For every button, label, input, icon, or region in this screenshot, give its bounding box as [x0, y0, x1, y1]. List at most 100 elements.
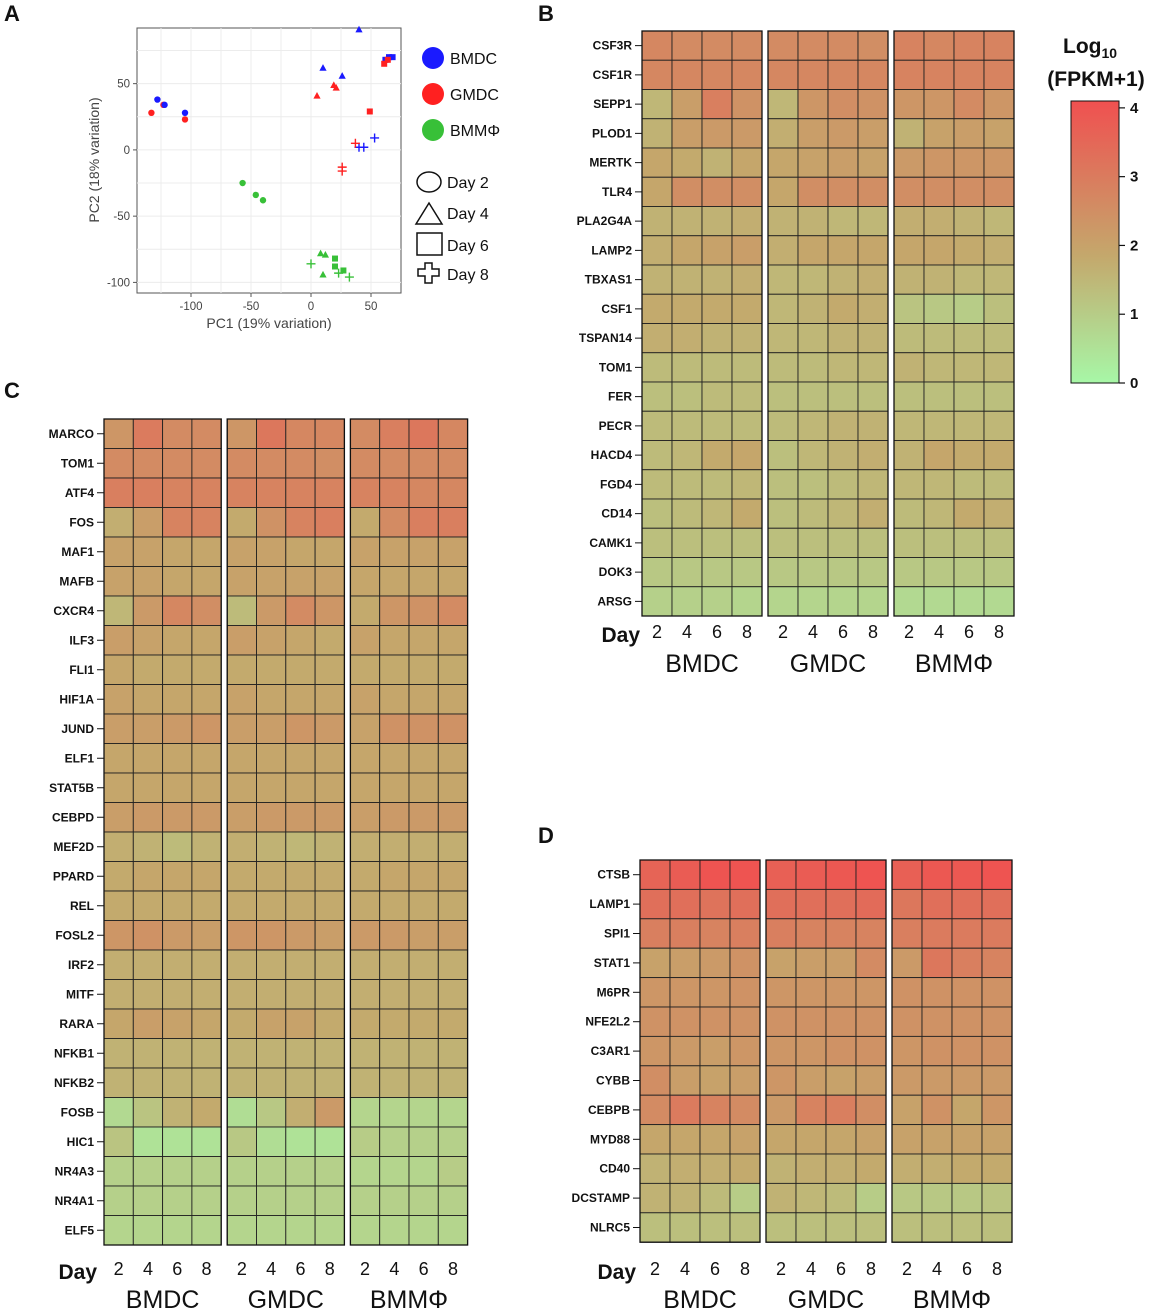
pca-x-axis-label: PC1 (19% variation) [206, 315, 331, 331]
heatmap-cell [191, 1097, 222, 1128]
legend-day8-label: Day 8 [447, 267, 489, 284]
heatmap-cell [765, 859, 797, 890]
heatmap-cell [162, 1215, 193, 1246]
pca-tick-labels: -100 -50 0 50 50 0 -50 -100 [107, 79, 377, 313]
heatmap-cell [921, 1035, 953, 1067]
gene-label-m6pr: M6PR [597, 985, 631, 999]
heatmap-cell [132, 684, 164, 715]
heatmap-cell [285, 861, 316, 892]
heatmap-cell [349, 1156, 381, 1187]
heatmap-cell [285, 1185, 316, 1216]
pca-point-bmdc-day2 [161, 101, 168, 109]
heatmap-cell [103, 1215, 134, 1246]
heatmap-cell [857, 381, 889, 412]
heatmap-cell [731, 206, 763, 237]
pca-point-gmdc-day6 [381, 60, 388, 67]
heatmap-cell [349, 1067, 381, 1098]
heatmap-cell [671, 410, 703, 441]
heatmap-cell [701, 59, 733, 90]
heatmap-cell [699, 859, 731, 890]
heatmap-cell [855, 1124, 887, 1155]
legend-day4-shape [414, 201, 444, 225]
heatmap-cell [132, 772, 164, 803]
pca-point-gmdc-day2 [148, 109, 155, 117]
heatmap-cell [408, 831, 439, 862]
day-tick-label: 2 [778, 622, 788, 642]
heatmap-cell [951, 859, 983, 890]
heatmap-cell [103, 1097, 134, 1128]
heatmap-cell [191, 625, 222, 656]
heatmap-cell [767, 410, 799, 441]
heatmap-cell [226, 536, 257, 567]
gene-label-ctsb: CTSB [597, 868, 630, 882]
heatmap-cell [256, 448, 287, 479]
heatmap-cell [923, 206, 955, 237]
heatmap-cell [795, 1094, 827, 1126]
heatmap-cell [379, 802, 410, 833]
heatmap-cell [731, 557, 763, 588]
gene-label-myd88: MYD88 [590, 1132, 630, 1146]
heatmap-cell [923, 30, 955, 61]
heatmap-cell [891, 977, 923, 1008]
heatmap-cell [103, 831, 134, 862]
heatmap-cell [285, 772, 316, 803]
heatmap-cell [921, 1153, 953, 1184]
gene-label-lamp2: LAMP2 [591, 243, 632, 257]
heatmap-cell [857, 323, 889, 354]
heatmap-cell [162, 507, 193, 538]
heatmap-cell [285, 890, 316, 921]
gene-label-nlrc5: NLRC5 [590, 1221, 630, 1235]
heatmap-cell [256, 713, 287, 744]
heatmap-cell [669, 859, 701, 890]
heatmap-cell [256, 861, 287, 892]
heatmap-cell [701, 118, 733, 149]
heatmap-cell [893, 469, 925, 500]
heatmap-cell [951, 947, 983, 979]
heatmap-cell [349, 1038, 381, 1069]
heatmap-cell [983, 557, 1015, 588]
heatmap-cell [639, 1182, 671, 1214]
heatmap-cell [408, 595, 439, 626]
heatmap-cell [314, 1008, 345, 1039]
heatmap-cell [731, 293, 763, 324]
heatmap-cell [983, 30, 1015, 61]
gene-label-elf1: ELF1 [65, 751, 95, 765]
gene-label-irf2: IRF2 [68, 958, 94, 972]
heatmap-cell [795, 1065, 827, 1096]
gene-label-stat5b: STAT5B [49, 781, 94, 795]
pca-scatter-plot: -100 -50 0 50 50 0 -50 -100 PC1 (19% variation)… [86, 25, 500, 331]
day-tick-label: 4 [680, 1259, 690, 1279]
heatmap-group-frame [893, 30, 1015, 617]
panel-label-c: C [4, 378, 20, 403]
panel-label-a: A [4, 1, 20, 26]
heatmap-cell [437, 654, 469, 685]
heatmap-cell [857, 557, 889, 588]
heatmap-cell [191, 1126, 222, 1157]
heatmap-cell [285, 1156, 316, 1187]
pca-point-bmdc-day8 [359, 142, 369, 152]
heatmap-cell [981, 888, 1013, 920]
colorbar-tick-label-3: 3 [1130, 169, 1138, 186]
heatmap-cell [256, 949, 287, 980]
heatmap-cell [103, 1038, 134, 1069]
heatmap-cell [191, 477, 222, 508]
group-label-bmm-: BMMΦ [913, 1286, 991, 1314]
heatmap-cell [256, 1156, 287, 1187]
panel-label-b: B [538, 1, 554, 26]
heatmap-cell [641, 381, 673, 412]
pca-y-tick-label: 0 [124, 145, 130, 157]
heatmap-cell [408, 477, 439, 508]
heatmap-cell [891, 888, 923, 920]
heatmap-cell [349, 949, 381, 980]
heatmap-cell [641, 206, 673, 237]
heatmap-cell [226, 684, 257, 715]
heatmap-cell [827, 118, 859, 149]
heatmap-group-frame [226, 418, 346, 1246]
heatmap-cell [891, 1153, 923, 1184]
pca-x-tick-label: -50 [243, 301, 260, 313]
heatmap-cell [669, 1182, 701, 1214]
heatmap-cell [226, 625, 257, 656]
heatmap-cell [701, 557, 733, 588]
heatmap-cell [701, 293, 733, 324]
day-tick-label: 6 [710, 1259, 720, 1279]
